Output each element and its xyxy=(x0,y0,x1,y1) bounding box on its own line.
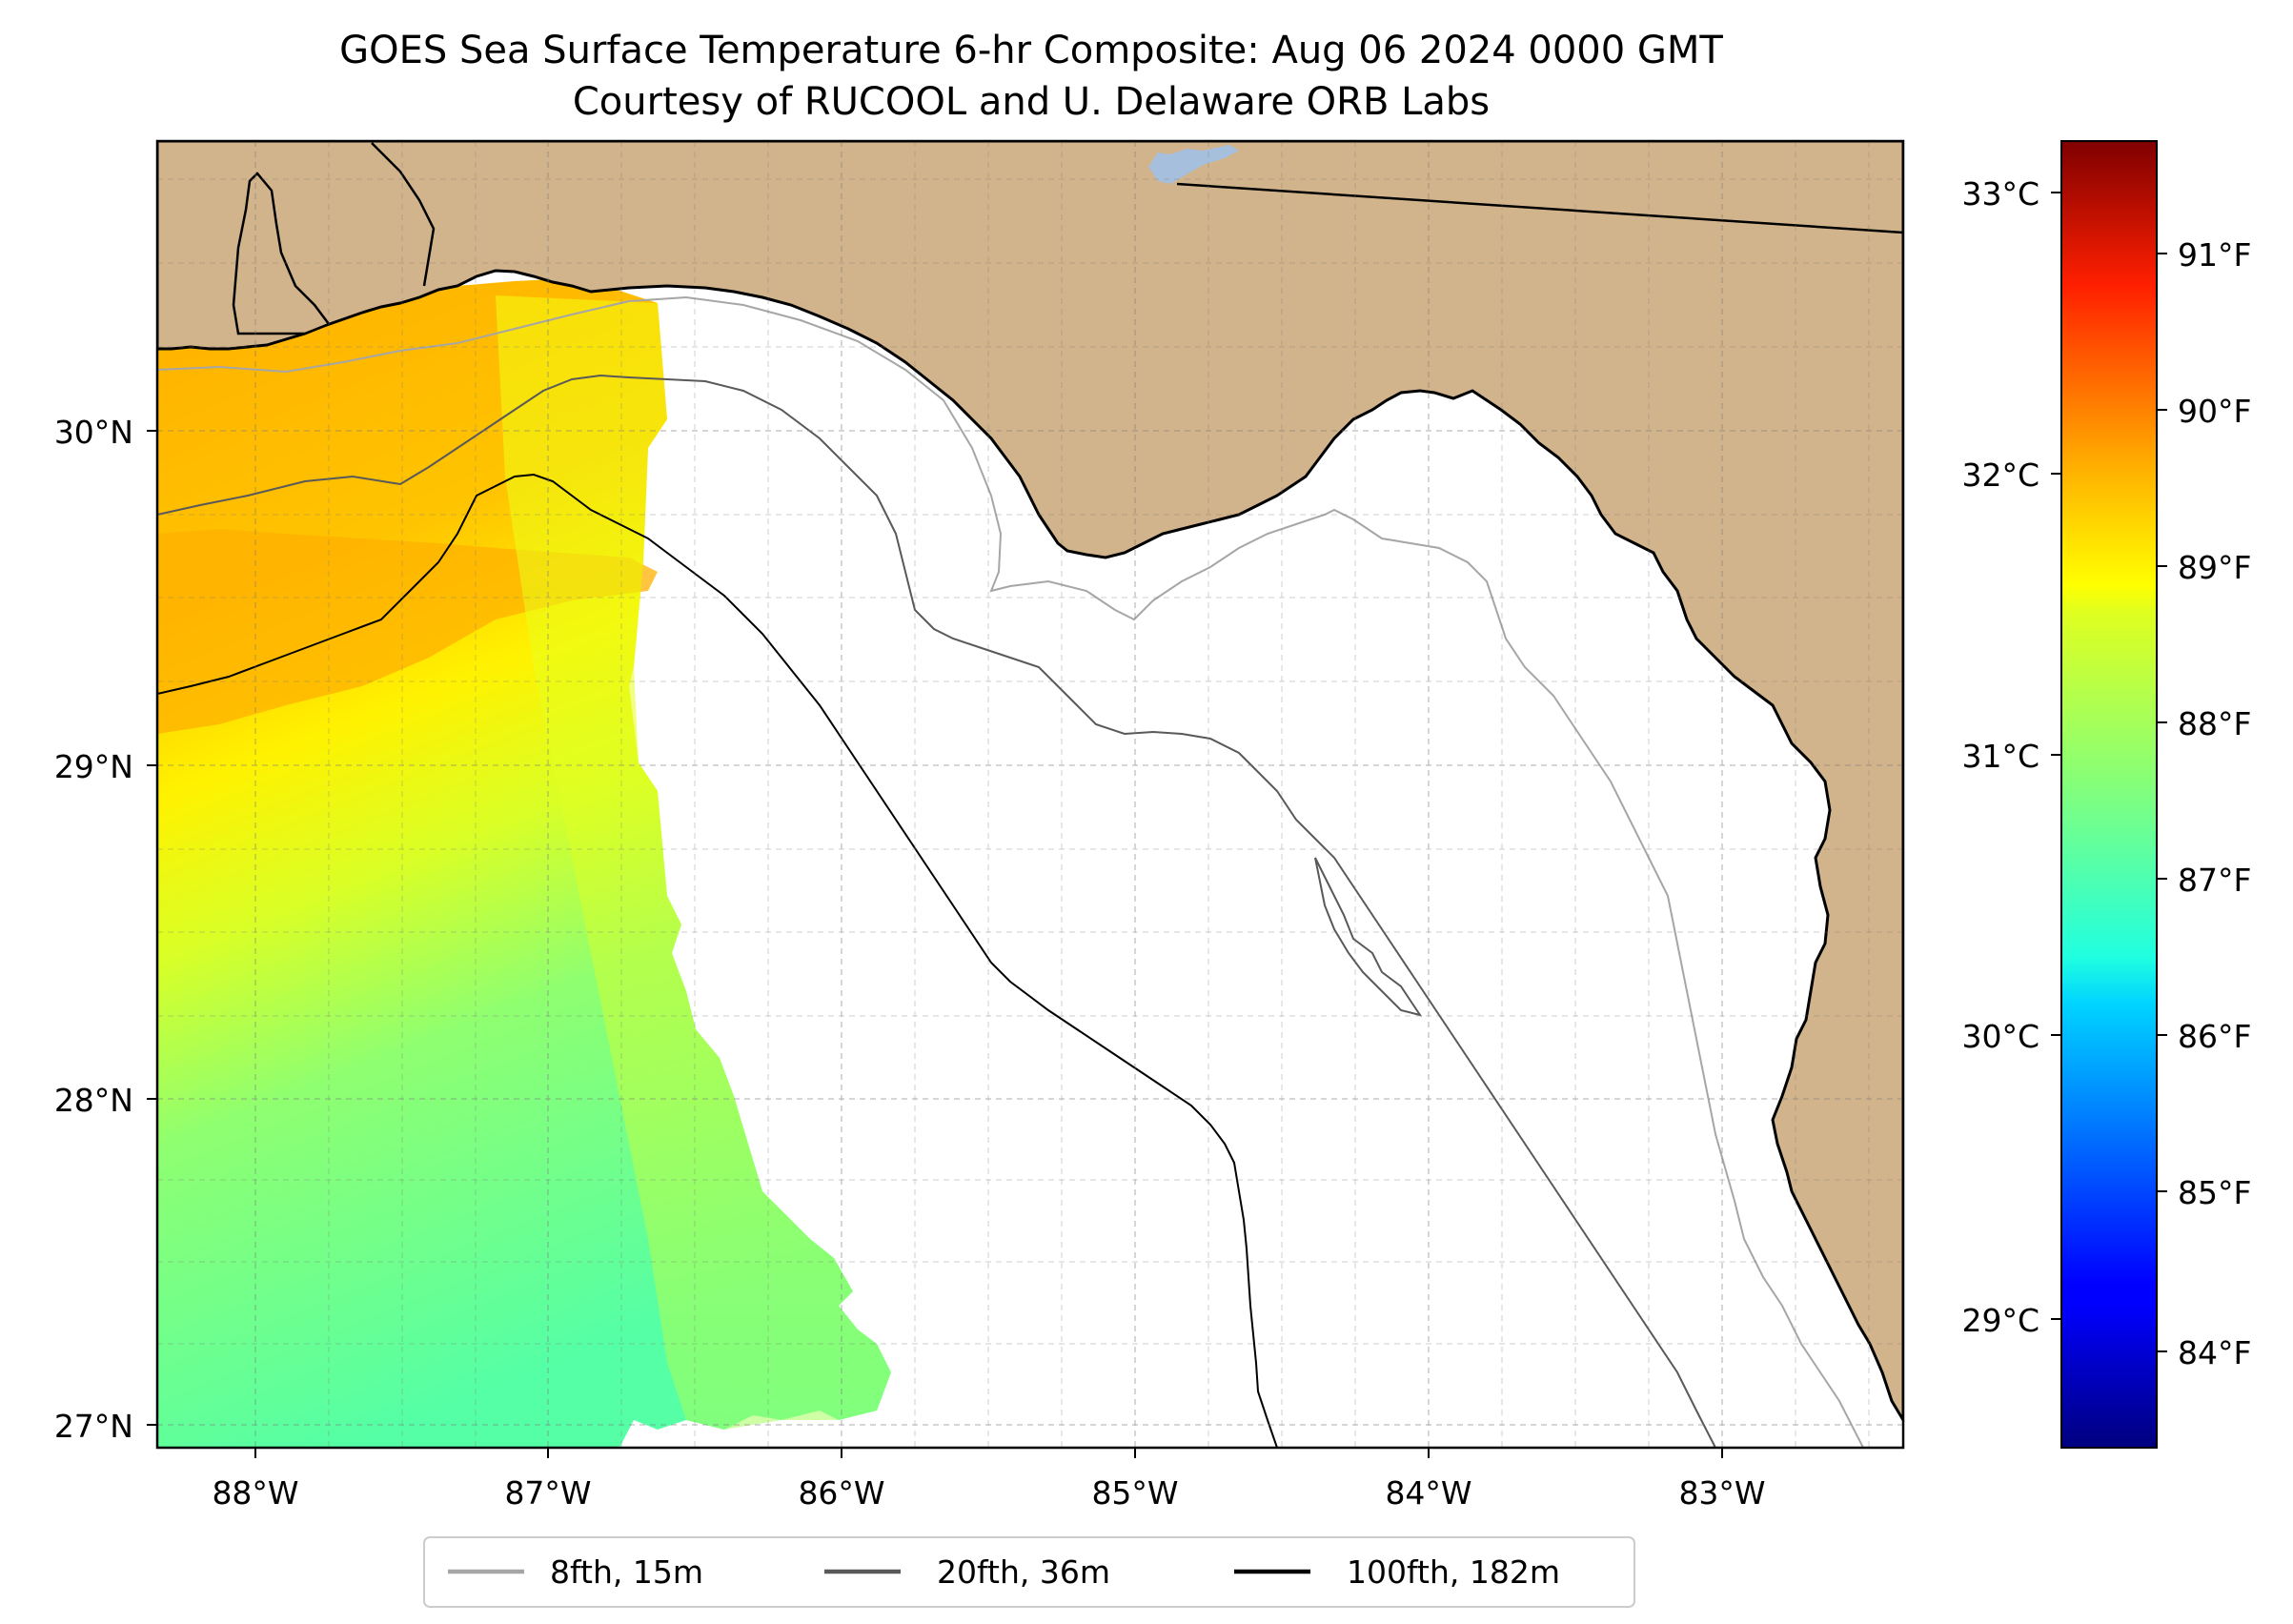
colorbar xyxy=(2060,140,2158,1449)
colorbar-fahrenheit-label: 85°F xyxy=(2178,1174,2251,1211)
legend-box xyxy=(423,1536,1635,1608)
lat-tick-label: 29°N xyxy=(54,748,133,785)
lat-tick-label: 27°N xyxy=(54,1408,133,1445)
sst-east-edge xyxy=(496,295,891,1430)
contour-20fth xyxy=(157,374,1716,1448)
lon-tick-label: 87°W xyxy=(504,1474,591,1512)
legend: 8fth, 15m 20fth, 36m 100fth, 182m xyxy=(423,1536,1635,1608)
colorbar-fahrenheit-label: 88°F xyxy=(2178,705,2251,742)
lon-ticks xyxy=(254,1448,1723,1458)
mobile-bay-land xyxy=(232,172,331,335)
map-panel xyxy=(157,141,1903,1448)
colorbar-fahrenheit-label: 89°F xyxy=(2178,549,2251,586)
contour-8fth xyxy=(157,295,1864,1448)
lat-tick-label: 28°N xyxy=(54,1082,133,1119)
contour-20fth-islands xyxy=(1314,857,1423,1017)
colorbar-fahrenheit-ticks xyxy=(2157,253,2167,1352)
lat-tick-label: 30°N xyxy=(54,414,133,451)
lon-tick-label: 86°W xyxy=(798,1474,884,1512)
lake xyxy=(1148,145,1239,184)
colorbar-fahrenheit-label: 84°F xyxy=(2178,1334,2251,1371)
colorbar-celsius-ticks xyxy=(2051,192,2061,1320)
legend-label-100fth: 100fth, 182m xyxy=(1347,1553,1560,1591)
colorbar-fahrenheit-label: 87°F xyxy=(2178,862,2251,899)
gridlines xyxy=(157,141,1903,1448)
lon-tick-label: 84°W xyxy=(1385,1474,1471,1512)
colorbar-celsius-label: 33°C xyxy=(1961,175,2039,213)
colorbar-celsius-label: 32°C xyxy=(1961,457,2039,494)
colorbar-celsius-label: 29°C xyxy=(1961,1302,2039,1339)
colorbar-fahrenheit-label: 90°F xyxy=(2178,393,2251,430)
lon-tick-label: 85°W xyxy=(1091,1474,1178,1512)
land-mass xyxy=(157,141,1903,1423)
colorbar-celsius-label: 31°C xyxy=(1961,738,2039,775)
lat-ticks xyxy=(147,430,157,1426)
colorbar-fahrenheit-label: 86°F xyxy=(2178,1018,2251,1055)
lon-tick-label: 88°W xyxy=(212,1474,298,1512)
chart-subtitle: Courtesy of RUCOOL and U. Delaware ORB L… xyxy=(573,80,1490,124)
river-outline xyxy=(371,142,436,287)
map-frame xyxy=(155,139,1905,1450)
chart-title: GOES Sea Surface Temperature 6-hr Compos… xyxy=(339,29,1723,72)
state-border xyxy=(1176,182,1903,234)
legend-label-8fth: 8fth, 15m xyxy=(550,1553,703,1591)
colorbar-celsius-label: 30°C xyxy=(1961,1018,2039,1055)
contour-100fth xyxy=(157,473,1278,1448)
lon-tick-label: 83°W xyxy=(1678,1474,1765,1512)
legend-label-20fth: 20fth, 36m xyxy=(937,1553,1110,1591)
colorbar-fahrenheit-label: 91°F xyxy=(2178,236,2251,274)
